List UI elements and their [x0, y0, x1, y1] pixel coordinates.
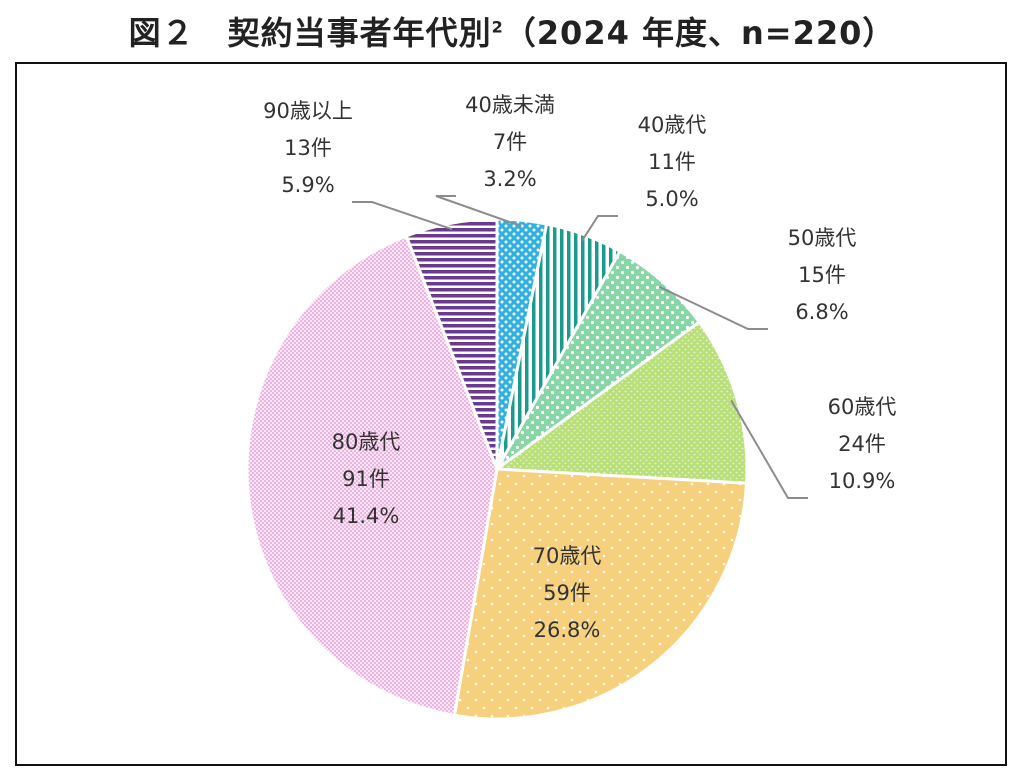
- category-label-4: 60歳代: [828, 395, 897, 419]
- leader-lines: [352, 195, 808, 499]
- percent-label-2: 5.0%: [645, 187, 698, 211]
- percent-label-4: 10.9%: [829, 469, 896, 493]
- category-label-6: 80歳代: [332, 430, 401, 454]
- category-label-5: 70歳代: [533, 544, 602, 568]
- pie-slice-5: [452, 467, 749, 721]
- count-label-6: 91件: [342, 467, 390, 491]
- category-label-1: 40歳未満: [465, 93, 555, 117]
- leader-line-4: [730, 399, 808, 499]
- category-label-2: 40歳代: [638, 113, 707, 137]
- count-label-7: 13件: [284, 136, 332, 160]
- percent-label-6: 41.4%: [333, 504, 400, 528]
- pie-slice-7: [404, 217, 499, 470]
- leader-line-3: [658, 285, 768, 330]
- count-label-2: 11件: [648, 150, 696, 174]
- count-label-5: 59件: [543, 581, 591, 605]
- pie-slice-4: [492, 319, 749, 485]
- count-label-1: 7件: [493, 130, 527, 154]
- pie-slice-3: [495, 249, 702, 471]
- figure-number: 図２: [128, 14, 195, 52]
- footnote-marker: 2: [491, 17, 504, 37]
- figure-title-text: 契約当事者年代別: [227, 14, 492, 52]
- chart-frame: [15, 62, 1007, 766]
- percent-label-5: 26.8%: [534, 618, 601, 642]
- data-labels: 40歳未満 7件 3.2% 40歳代 11件 5.0% 50歳代 15件 6.8% 60歳代 24件…: [263, 93, 896, 642]
- percent-label-3: 6.8%: [795, 300, 848, 324]
- category-label-3: 50歳代: [788, 226, 857, 250]
- pie-slices: [245, 217, 749, 721]
- figure-subtitle: （2024 年度、n=220）: [503, 14, 896, 52]
- leader-line-2: [581, 215, 618, 241]
- percent-label-1: 3.2%: [483, 167, 536, 191]
- pie-slice-6: [245, 234, 499, 718]
- percent-label-7: 5.9%: [281, 173, 334, 197]
- leader-line-1: [435, 195, 522, 228]
- leader-line-7: [352, 201, 453, 231]
- figure-title: 図２ 契約当事者年代別2（2024 年度、n=220）: [0, 8, 1024, 54]
- count-label-4: 24件: [838, 432, 886, 456]
- count-label-3: 15件: [798, 263, 846, 287]
- category-label-7: 90歳以上: [263, 99, 353, 123]
